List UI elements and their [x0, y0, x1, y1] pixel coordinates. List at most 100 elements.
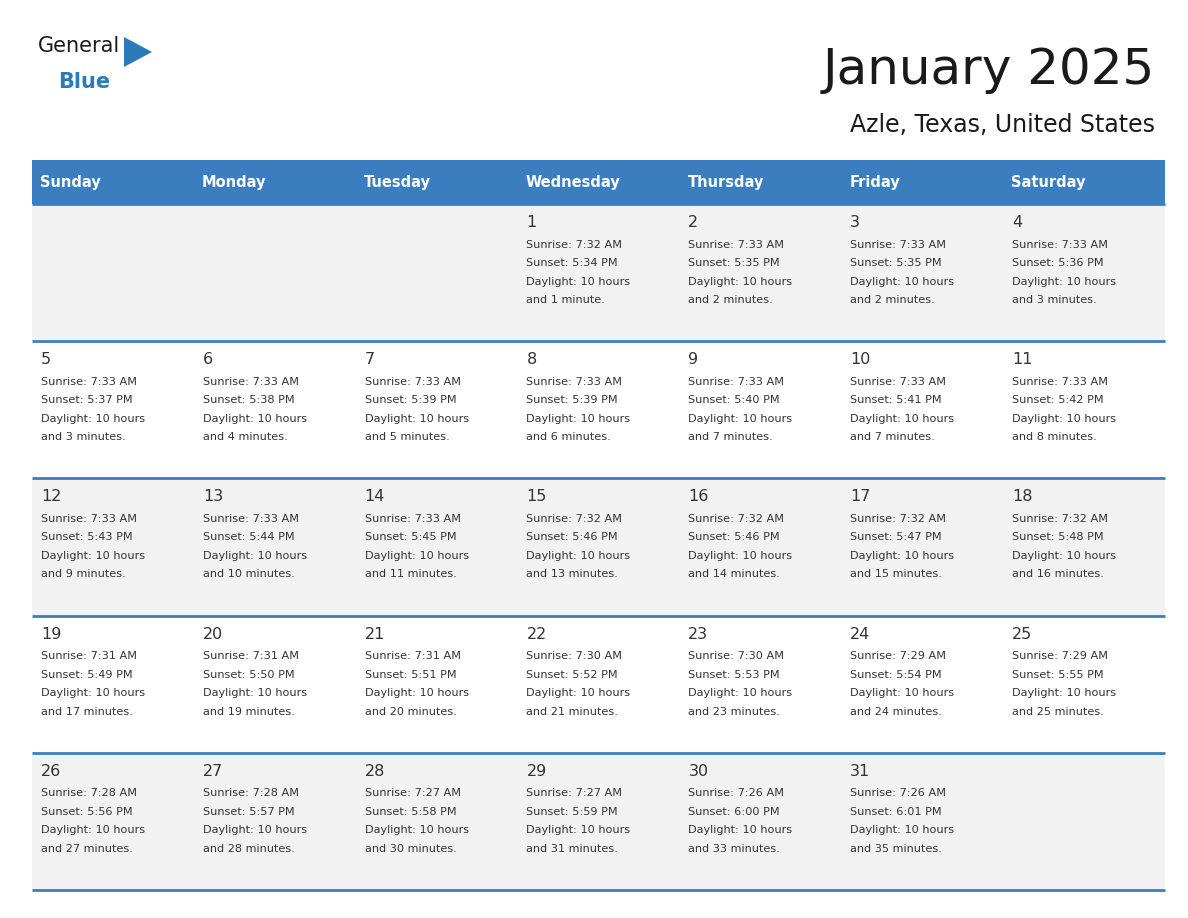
Text: Sunrise: 7:33 AM: Sunrise: 7:33 AM [203, 376, 298, 386]
Text: Daylight: 10 hours: Daylight: 10 hours [688, 688, 792, 698]
Text: Sunrise: 7:32 AM: Sunrise: 7:32 AM [526, 514, 623, 524]
Bar [194, 160, 355, 204]
Text: 7: 7 [365, 353, 374, 367]
Text: 17: 17 [851, 489, 871, 504]
Text: and 30 minutes.: and 30 minutes. [365, 844, 456, 854]
Text: Sunrise: 7:33 AM: Sunrise: 7:33 AM [365, 376, 461, 386]
Text: Sunrise: 7:31 AM: Sunrise: 7:31 AM [365, 651, 461, 661]
Text: and 1 minute.: and 1 minute. [526, 295, 606, 305]
Text: Sunrise: 7:32 AM: Sunrise: 7:32 AM [851, 514, 946, 524]
Text: Sunset: 5:59 PM: Sunset: 5:59 PM [526, 807, 618, 817]
Text: Sunrise: 7:31 AM: Sunrise: 7:31 AM [203, 651, 298, 661]
Text: and 11 minutes.: and 11 minutes. [365, 569, 456, 579]
Text: Daylight: 10 hours: Daylight: 10 hours [1012, 276, 1117, 286]
Text: Daylight: 10 hours: Daylight: 10 hours [526, 688, 631, 698]
Text: 2: 2 [688, 215, 699, 230]
Text: 23: 23 [688, 627, 708, 642]
Text: Daylight: 10 hours: Daylight: 10 hours [688, 551, 792, 561]
Text: 30: 30 [688, 764, 708, 778]
Text: 26: 26 [40, 764, 61, 778]
Text: Sunset: 5:45 PM: Sunset: 5:45 PM [365, 532, 456, 543]
Text: Azle, Texas, United States: Azle, Texas, United States [849, 113, 1155, 137]
Text: Sunrise: 7:31 AM: Sunrise: 7:31 AM [40, 651, 137, 661]
Text: Sunset: 6:00 PM: Sunset: 6:00 PM [688, 807, 781, 817]
Text: 8: 8 [526, 353, 537, 367]
Text: and 2 minutes.: and 2 minutes. [851, 295, 935, 305]
Text: and 33 minutes.: and 33 minutes. [688, 844, 781, 854]
Text: and 10 minutes.: and 10 minutes. [203, 569, 295, 579]
Text: 15: 15 [526, 489, 546, 504]
Text: Sunrise: 7:33 AM: Sunrise: 7:33 AM [40, 514, 137, 524]
Text: and 5 minutes.: and 5 minutes. [365, 432, 449, 442]
Text: Daylight: 10 hours: Daylight: 10 hours [526, 825, 631, 835]
Text: Daylight: 10 hours: Daylight: 10 hours [851, 825, 954, 835]
Text: and 15 minutes.: and 15 minutes. [851, 569, 942, 579]
Text: Sunrise: 7:33 AM: Sunrise: 7:33 AM [365, 514, 461, 524]
Text: Daylight: 10 hours: Daylight: 10 hours [365, 414, 469, 424]
Text: 29: 29 [526, 764, 546, 778]
Text: and 19 minutes.: and 19 minutes. [203, 707, 295, 717]
Text: Sunset: 5:39 PM: Sunset: 5:39 PM [365, 396, 456, 405]
Text: Daylight: 10 hours: Daylight: 10 hours [1012, 688, 1117, 698]
Text: Sunrise: 7:30 AM: Sunrise: 7:30 AM [526, 651, 623, 661]
Bar [32, 478, 1165, 616]
Text: and 7 minutes.: and 7 minutes. [688, 432, 773, 442]
Bar [841, 160, 1003, 204]
Text: and 4 minutes.: and 4 minutes. [203, 432, 287, 442]
Text: and 2 minutes.: and 2 minutes. [688, 295, 773, 305]
Text: 9: 9 [688, 353, 699, 367]
Text: Sunset: 5:54 PM: Sunset: 5:54 PM [851, 669, 942, 679]
Bar [32, 753, 1165, 890]
Bar [32, 616, 1165, 753]
Text: Sunset: 6:01 PM: Sunset: 6:01 PM [851, 807, 942, 817]
Text: Daylight: 10 hours: Daylight: 10 hours [40, 551, 145, 561]
Text: Sunset: 5:47 PM: Sunset: 5:47 PM [851, 532, 942, 543]
Text: Sunrise: 7:32 AM: Sunrise: 7:32 AM [526, 240, 623, 250]
Text: Sunrise: 7:32 AM: Sunrise: 7:32 AM [1012, 514, 1108, 524]
Text: 6: 6 [203, 353, 213, 367]
Text: Sunset: 5:52 PM: Sunset: 5:52 PM [526, 669, 618, 679]
Text: Daylight: 10 hours: Daylight: 10 hours [40, 688, 145, 698]
Text: Daylight: 10 hours: Daylight: 10 hours [203, 825, 307, 835]
Text: and 35 minutes.: and 35 minutes. [851, 844, 942, 854]
Text: 3: 3 [851, 215, 860, 230]
Bar [32, 160, 194, 204]
Text: Daylight: 10 hours: Daylight: 10 hours [526, 551, 631, 561]
Text: 24: 24 [851, 627, 871, 642]
Text: Sunset: 5:39 PM: Sunset: 5:39 PM [526, 396, 618, 405]
Text: Blue: Blue [58, 72, 110, 92]
Text: General: General [38, 36, 120, 56]
Text: Daylight: 10 hours: Daylight: 10 hours [526, 276, 631, 286]
Text: Daylight: 10 hours: Daylight: 10 hours [851, 688, 954, 698]
Text: and 3 minutes.: and 3 minutes. [40, 432, 126, 442]
Text: and 20 minutes.: and 20 minutes. [365, 707, 456, 717]
Text: Sunset: 5:56 PM: Sunset: 5:56 PM [40, 807, 133, 817]
Polygon shape [124, 37, 152, 67]
Text: 1: 1 [526, 215, 537, 230]
Text: Tuesday: Tuesday [364, 174, 431, 189]
Text: 16: 16 [688, 489, 709, 504]
Text: Sunset: 5:35 PM: Sunset: 5:35 PM [688, 258, 781, 268]
Text: Saturday: Saturday [1011, 174, 1086, 189]
Text: Thursday: Thursday [688, 174, 764, 189]
Text: Daylight: 10 hours: Daylight: 10 hours [688, 825, 792, 835]
Text: Sunrise: 7:29 AM: Sunrise: 7:29 AM [1012, 651, 1108, 661]
Text: Sunset: 5:48 PM: Sunset: 5:48 PM [1012, 532, 1104, 543]
Text: and 13 minutes.: and 13 minutes. [526, 569, 618, 579]
Text: 19: 19 [40, 627, 62, 642]
Text: Daylight: 10 hours: Daylight: 10 hours [365, 688, 469, 698]
Text: Sunset: 5:36 PM: Sunset: 5:36 PM [1012, 258, 1104, 268]
Text: 14: 14 [365, 489, 385, 504]
Text: 4: 4 [1012, 215, 1022, 230]
Text: and 28 minutes.: and 28 minutes. [203, 844, 295, 854]
Text: and 9 minutes.: and 9 minutes. [40, 569, 126, 579]
Text: and 8 minutes.: and 8 minutes. [1012, 432, 1097, 442]
Text: Daylight: 10 hours: Daylight: 10 hours [203, 414, 307, 424]
Text: Sunset: 5:55 PM: Sunset: 5:55 PM [1012, 669, 1104, 679]
Text: Sunrise: 7:33 AM: Sunrise: 7:33 AM [1012, 240, 1108, 250]
Text: 31: 31 [851, 764, 871, 778]
Text: Sunrise: 7:33 AM: Sunrise: 7:33 AM [526, 376, 623, 386]
Text: Sunrise: 7:32 AM: Sunrise: 7:32 AM [688, 514, 784, 524]
Text: Sunset: 5:44 PM: Sunset: 5:44 PM [203, 532, 295, 543]
Text: Sunset: 5:34 PM: Sunset: 5:34 PM [526, 258, 618, 268]
